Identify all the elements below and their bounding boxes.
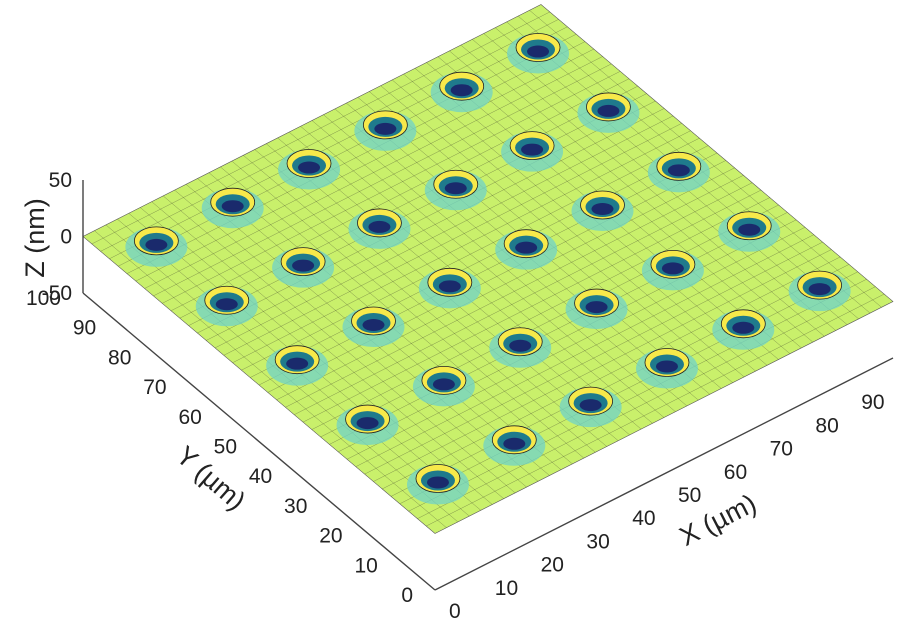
mesh-line bbox=[472, 39, 825, 337]
pit bbox=[495, 229, 558, 270]
pit bbox=[272, 247, 335, 288]
mesh-line bbox=[197, 100, 656, 334]
mesh-line bbox=[323, 114, 676, 412]
pit bbox=[712, 309, 775, 350]
x-tick-label: 70 bbox=[770, 438, 793, 461]
pit bbox=[342, 306, 405, 347]
mesh-line bbox=[153, 63, 612, 297]
y-tick-label: 30 bbox=[284, 495, 307, 518]
mesh-line bbox=[144, 56, 603, 289]
mesh-line bbox=[540, 4, 894, 302]
x-tick-label: 50 bbox=[678, 484, 701, 507]
x-tick-label: 30 bbox=[586, 530, 609, 553]
mesh-line bbox=[460, 44, 813, 343]
pit bbox=[418, 267, 481, 309]
pit bbox=[501, 131, 564, 172]
mesh-line bbox=[109, 26, 568, 259]
x-tick-label: 80 bbox=[815, 414, 838, 437]
tick-labels: -50 0 50 0 10 20 30 40 50 60 70 80 90 100 0 10 20 30 40 50 6… bbox=[26, 169, 885, 619]
mesh-line bbox=[529, 10, 882, 308]
surface-mesh bbox=[82, 4, 894, 534]
y-tick-label: 100 bbox=[26, 287, 61, 310]
x-tick-label: 10 bbox=[495, 577, 518, 600]
mesh-line bbox=[179, 85, 638, 319]
pit bbox=[125, 226, 188, 267]
pit bbox=[577, 92, 640, 133]
pit bbox=[201, 187, 264, 229]
pit bbox=[635, 348, 698, 389]
x-tick-label: 40 bbox=[632, 507, 655, 530]
mesh-line bbox=[223, 123, 682, 356]
mesh-line bbox=[206, 108, 665, 341]
pit bbox=[354, 110, 417, 151]
mesh-line bbox=[214, 115, 674, 349]
pit bbox=[571, 190, 634, 231]
z-tick-label: 0 bbox=[60, 226, 72, 249]
axes bbox=[82, 180, 894, 591]
z-tick-label: -50 bbox=[42, 282, 72, 305]
pit bbox=[278, 149, 341, 190]
pit bbox=[489, 327, 552, 368]
mesh-line bbox=[241, 137, 700, 371]
y-tick-label: 60 bbox=[178, 406, 201, 429]
mesh-line bbox=[380, 85, 733, 383]
pit bbox=[195, 285, 258, 327]
mesh-line bbox=[250, 145, 709, 378]
mesh-line bbox=[91, 11, 550, 245]
mesh-line bbox=[100, 19, 559, 252]
y-tick-label: 50 bbox=[214, 436, 237, 459]
pit bbox=[336, 404, 399, 446]
x-tick-label: 60 bbox=[724, 461, 747, 484]
x-axis-line bbox=[434, 357, 894, 591]
mesh-line bbox=[188, 93, 647, 326]
pit bbox=[412, 365, 475, 407]
pit bbox=[718, 211, 781, 252]
pit-array bbox=[125, 33, 851, 505]
pit bbox=[430, 71, 493, 113]
x-tick-label: 20 bbox=[541, 554, 564, 577]
pit bbox=[565, 288, 628, 330]
mesh-line bbox=[258, 152, 718, 386]
pit bbox=[507, 33, 570, 74]
mesh-line bbox=[162, 71, 621, 304]
y-tick-label: 90 bbox=[73, 317, 96, 340]
y-tick-label: 10 bbox=[354, 554, 377, 577]
pit bbox=[348, 208, 411, 249]
x-tick-label: 90 bbox=[861, 391, 884, 414]
z-axis-label: Z (nm) bbox=[20, 198, 50, 277]
y-tick-label: 0 bbox=[401, 584, 413, 607]
x-tick-label: 0 bbox=[449, 600, 461, 619]
pit bbox=[483, 425, 546, 466]
pit bbox=[647, 151, 710, 193]
mesh-line bbox=[232, 130, 691, 363]
pit bbox=[406, 464, 469, 505]
y-tick-label: 20 bbox=[319, 525, 342, 548]
pit bbox=[266, 345, 329, 386]
y-tick-label: 70 bbox=[143, 376, 166, 399]
pit bbox=[424, 169, 487, 211]
mesh-line bbox=[392, 79, 745, 378]
pit bbox=[788, 270, 851, 312]
mesh-line bbox=[82, 4, 542, 237]
mesh-line bbox=[135, 48, 594, 282]
y-tick-label: 80 bbox=[108, 346, 131, 369]
z-tick-label: 50 bbox=[49, 169, 72, 192]
pit bbox=[641, 249, 704, 291]
mesh-line bbox=[118, 33, 577, 267]
mesh-line bbox=[126, 41, 586, 274]
mesh-line bbox=[170, 78, 630, 311]
y-tick-label: 40 bbox=[249, 465, 272, 488]
y-axis-label: Y (µm) bbox=[170, 440, 251, 516]
pit bbox=[559, 386, 622, 428]
y-axis-line bbox=[82, 292, 436, 591]
